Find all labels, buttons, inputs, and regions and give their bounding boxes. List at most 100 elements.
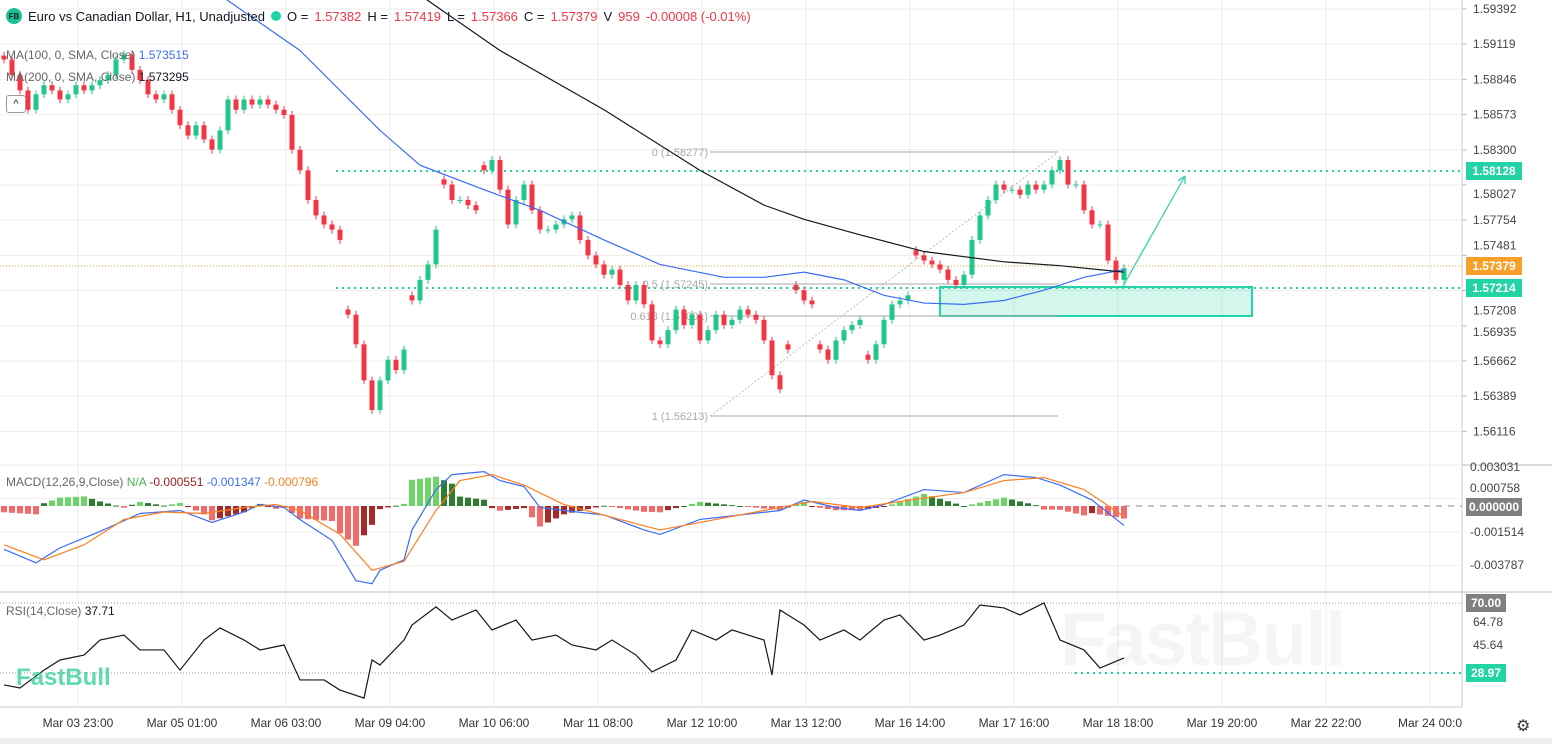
macd-histogram-bar [921,493,927,506]
candle-body [641,285,647,305]
resistance-price-tag: 1.58128 [1466,162,1522,180]
candle-body [1,55,7,60]
candle-body [761,319,767,341]
candle-body [705,330,711,341]
candle-body [1081,184,1087,211]
candle-body [353,314,359,345]
candle-body [617,269,623,286]
macd-histogram-bar [865,506,871,510]
price-axis-label: 1.59119 [1473,37,1516,51]
ma100-legend[interactable]: MA(100, 0, SMA, Close) 1.573515 [6,48,189,62]
candle-body [633,285,639,301]
candle-body [1025,184,1031,195]
macd-histogram-bar [105,503,111,506]
macd-histogram-bar [513,506,519,509]
macd-histogram-bar [849,506,855,511]
candle-body [265,99,271,105]
ma100-value: 1.573515 [138,48,189,62]
time-axis-label: Mar 24 00:0 [1398,716,1462,730]
candle-body [793,285,799,291]
bottom-scrollbar[interactable] [0,738,1552,744]
macd-histogram-bar [545,506,551,523]
candle-body [977,215,983,240]
candle-body [137,69,143,81]
candle-body [249,99,255,105]
candle-body [777,375,783,390]
price-axis-label: 1.57754 [1473,213,1517,227]
macd-histogram-bar [425,477,431,506]
arrow-head-icon [1177,175,1186,184]
macd-histogram-bar [241,506,247,513]
candle-body [609,269,615,275]
market-status-icon [271,11,282,21]
candle-body [393,359,399,371]
rsi-axis-label: 45.64 [1473,638,1503,652]
candle-body [25,90,31,110]
time-axis-label: Mar 09 04:00 [355,716,426,730]
candle-body [177,109,183,126]
macd-histogram-bar [1001,497,1007,506]
rsi-70-tag: 70.00 [1466,594,1506,612]
candle-body [601,264,607,275]
settings-gear-icon[interactable]: ⚙ [1516,718,1531,735]
last-price-tag: 1.57379 [1466,257,1522,275]
rsi-legend[interactable]: RSI(14,Close) 37.71 [6,604,115,618]
macd-histogram-bar [1065,506,1071,512]
candle-body [377,380,383,411]
macd-histogram-bar [913,496,919,506]
candle-body [73,85,79,95]
candle-body [745,309,751,315]
rsi-label: RSI(14,Close) [6,604,82,618]
macd-zero-tag: 0.000000 [1466,498,1522,516]
macd-histogram-bar [585,506,591,510]
macd-histogram-bar [449,483,455,506]
time-axis-label: Mar 19 20:00 [1187,716,1258,730]
macd-histogram-bar [409,479,415,506]
candle-body [385,359,391,381]
macd-histogram-bar [417,478,423,506]
collapse-legend-button[interactable]: ^ [6,95,26,113]
macd-histogram-bar [609,506,615,507]
candle-body [273,104,279,110]
macd-histogram-bar [625,506,631,510]
candle-body [545,229,551,231]
candle-body [945,269,951,280]
macd-histogram-bar [809,506,815,507]
macd-histogram-bar [153,504,159,506]
candle-body [857,319,863,325]
time-axis-label: Mar 03 23:00 [43,716,114,730]
macd-histogram-bar [769,506,775,510]
price-axis-label: 1.58573 [1473,108,1517,122]
time-axis-label: Mar 17 16:00 [979,716,1050,730]
candle-body [233,99,239,110]
candle-body [297,149,303,171]
macd-histogram-bar [745,506,751,507]
open-label: O = [287,8,309,24]
price-axis-label: 1.57208 [1473,304,1517,318]
macd-histogram-bar [961,506,967,507]
volume-value: 959 [618,8,640,24]
macd-legend[interactable]: MACD(12,26,9,Close) N/A -0.000551 -0.001… [6,475,318,489]
candle-body [753,314,759,320]
candle-body [153,94,159,100]
candle-body [929,260,935,265]
macd-histogram-bar [465,497,471,506]
macd-histogram-bar [17,506,23,514]
macd-histogram-bar [129,504,135,506]
macd-histogram-bar [369,506,375,525]
candle-body [529,184,535,211]
ma200-legend[interactable]: MA(200, 0, SMA, Close) 1.573295 [6,70,189,84]
macd-histogram-bar [121,506,127,508]
candle-body [57,90,63,100]
ma200-value: 1.573295 [138,70,189,84]
rsi-line [3,602,1125,699]
macd-histogram-bar [665,506,671,511]
candle-body [593,255,599,265]
macd-histogram-bar [457,496,463,506]
price-axis-label: 1.56116 [1473,424,1516,438]
macd-histogram-bar [313,506,319,520]
price-axis-label: 1.57481 [1473,238,1517,252]
symbol-title[interactable]: Euro vs Canadian Dollar, H1, Unadjusted [28,8,266,24]
fib-level-label: 0.5 (1.57245) [643,279,708,291]
